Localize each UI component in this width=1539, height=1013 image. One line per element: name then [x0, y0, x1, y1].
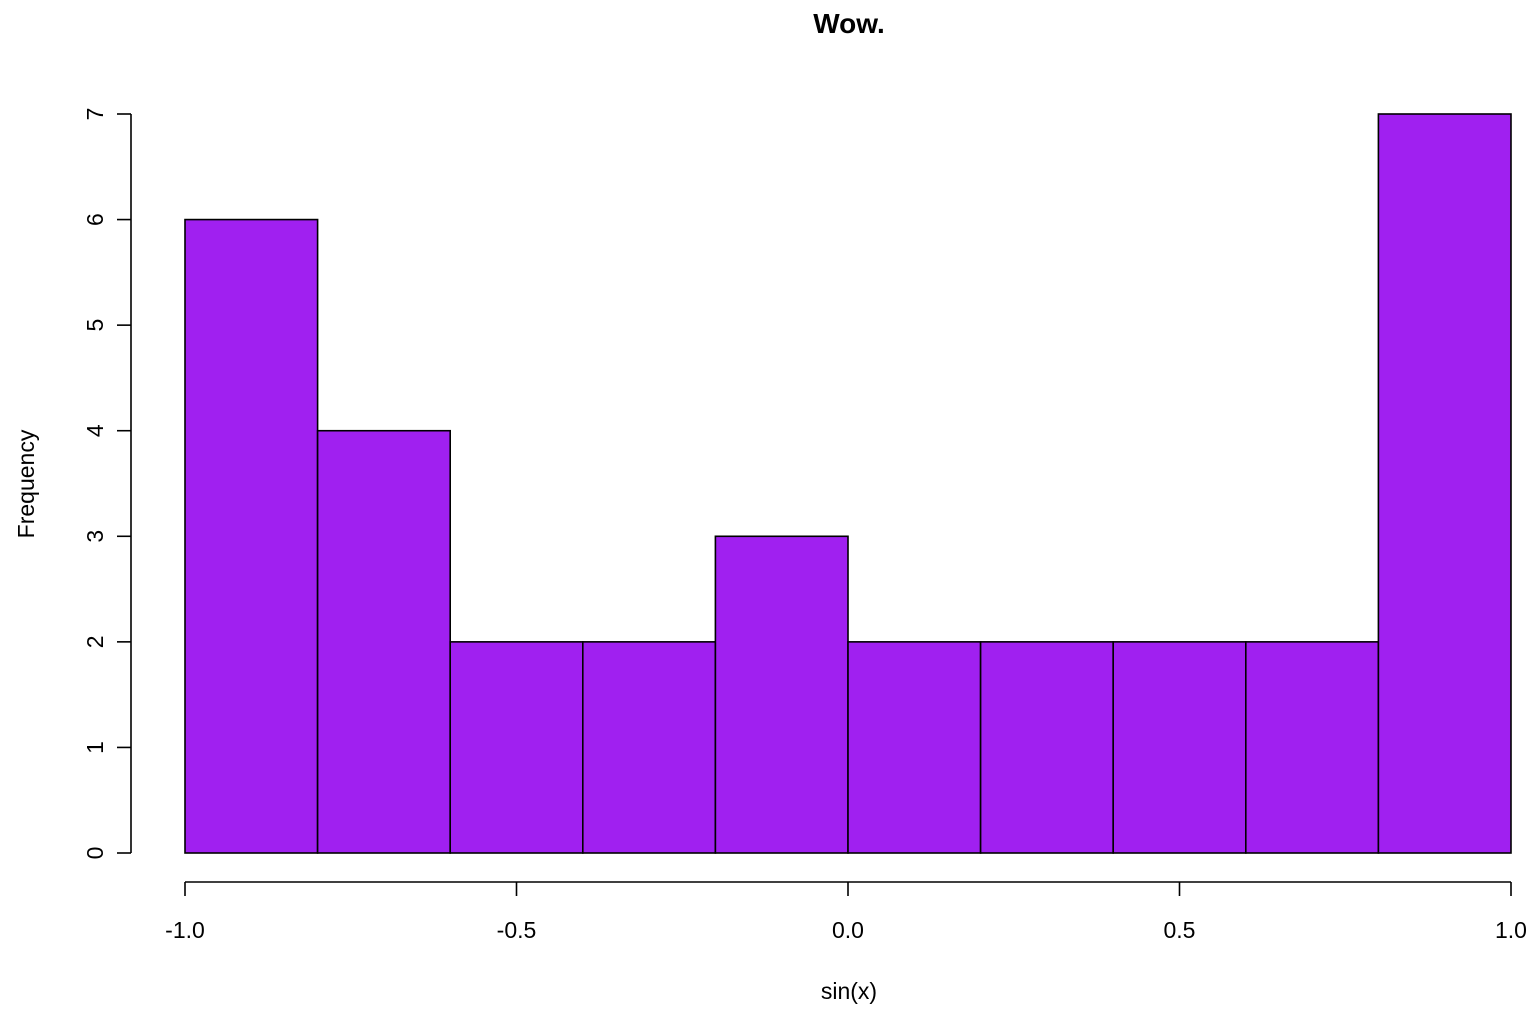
histogram-bar-8 — [1245, 641, 1380, 854]
histogram-bar-5 — [847, 641, 982, 854]
y-tick-label: 5 — [82, 319, 108, 332]
y-tick-label: 3 — [82, 530, 108, 543]
histogram-bar-6 — [979, 641, 1114, 854]
histogram-bar-4 — [714, 535, 849, 854]
histogram-bar-9 — [1377, 113, 1512, 854]
chart-title: Wow. — [813, 8, 885, 39]
x-tick-label: -1.0 — [165, 917, 205, 943]
x-tick-label: 0.5 — [1164, 917, 1196, 943]
x-tick-label: 1.0 — [1495, 917, 1527, 943]
histogram-bar-3 — [581, 641, 717, 854]
y-axis: 0 1 2 3 4 5 6 7 — [82, 108, 132, 860]
y-tick-label: 0 — [82, 847, 108, 860]
y-tick-label: 7 — [82, 108, 108, 121]
histogram-bar-0 — [184, 218, 319, 854]
y-axis-title: Frequency — [13, 429, 39, 538]
bars-group — [184, 113, 1512, 854]
x-axis-title: sin(x) — [821, 978, 877, 1004]
x-tick-label: -0.5 — [497, 917, 537, 943]
y-tick-label: 6 — [82, 213, 108, 226]
histogram-bar-7 — [1112, 641, 1247, 854]
histogram-bar-1 — [316, 429, 452, 854]
x-axis: -1.0 -0.5 0.0 0.5 1.0 — [165, 881, 1527, 943]
histogram-bar-2 — [449, 641, 584, 854]
x-tick-label: 0.0 — [832, 917, 864, 943]
y-tick-label: 4 — [82, 424, 108, 437]
y-tick-label: 2 — [82, 635, 108, 648]
y-tick-label: 1 — [82, 741, 108, 754]
